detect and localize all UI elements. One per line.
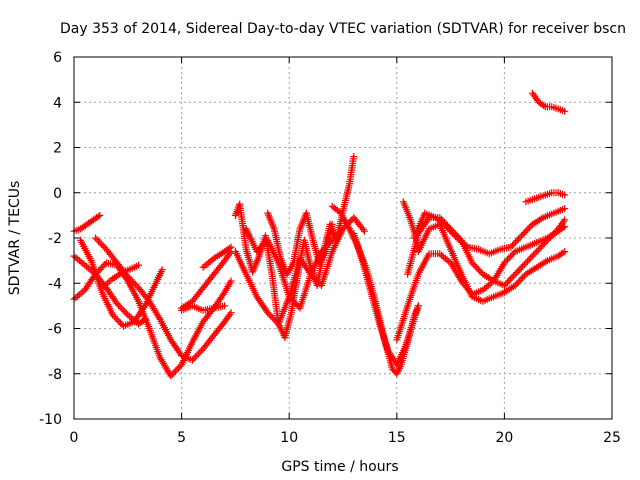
series-trace-6 xyxy=(98,261,143,292)
data-points xyxy=(70,89,569,380)
y-tick-label: -8 xyxy=(48,367,62,383)
data-point-markers xyxy=(399,198,422,251)
plot-frame xyxy=(73,56,613,420)
series-trace-18 xyxy=(410,205,569,258)
x-tick-label: 25 xyxy=(603,430,621,446)
series-trace-7 xyxy=(178,248,235,312)
y-tick-label: -6 xyxy=(48,322,62,338)
data-point-markers xyxy=(410,205,569,258)
x-axis-label: GPS time / hours xyxy=(281,459,398,475)
data-point-markers xyxy=(178,302,229,314)
data-point-markers xyxy=(98,261,143,292)
x-tick-label: 20 xyxy=(495,430,513,446)
data-point-markers xyxy=(231,214,368,328)
x-tick-label: 0 xyxy=(70,430,79,446)
series-trace-5 xyxy=(92,234,235,364)
data-point-markers xyxy=(231,153,358,342)
data-point-markers xyxy=(350,230,422,369)
series-trace-20 xyxy=(399,198,422,251)
series-trace-9 xyxy=(178,302,229,314)
data-point-markers xyxy=(264,209,336,278)
chart-title: Day 353 of 2014, Sidereal Day-to-day VTE… xyxy=(60,21,626,37)
y-axis-label: SDTVAR / TECUs xyxy=(7,181,23,296)
series-trace-8 xyxy=(199,243,235,271)
y-tick-label: 2 xyxy=(53,141,62,157)
data-point-markers xyxy=(199,243,235,271)
series-trace-11 xyxy=(231,214,368,328)
data-point-markers xyxy=(178,248,235,312)
data-point-markers xyxy=(522,189,569,206)
series-trace-15 xyxy=(350,230,422,369)
series-trace-19 xyxy=(414,220,569,305)
series-trace-1 xyxy=(70,211,104,235)
grid xyxy=(74,57,612,419)
y-tick-label: 4 xyxy=(53,95,62,111)
series-trace-13 xyxy=(264,209,336,278)
series-trace-22 xyxy=(528,89,569,115)
data-point-markers xyxy=(528,89,569,115)
x-tick-label: 10 xyxy=(280,430,298,446)
y-tick-label: -4 xyxy=(48,276,62,292)
x-tick-label: 5 xyxy=(177,430,186,446)
data-point-markers xyxy=(92,234,235,364)
series-trace-10 xyxy=(231,153,358,342)
y-tick-label: -10 xyxy=(39,412,62,428)
y-tick-label: 6 xyxy=(53,50,62,66)
x-tick-label: 15 xyxy=(388,430,406,446)
data-point-markers xyxy=(414,220,569,305)
series-trace-21 xyxy=(522,189,569,206)
y-tick-label: -2 xyxy=(48,231,62,247)
y-tick-label: 0 xyxy=(53,186,62,202)
data-point-markers xyxy=(70,211,104,235)
axis-ticks: 0 5 10 15 20 25 -10 -8 -6 -4 -2 0 2 4 6 xyxy=(39,50,621,446)
